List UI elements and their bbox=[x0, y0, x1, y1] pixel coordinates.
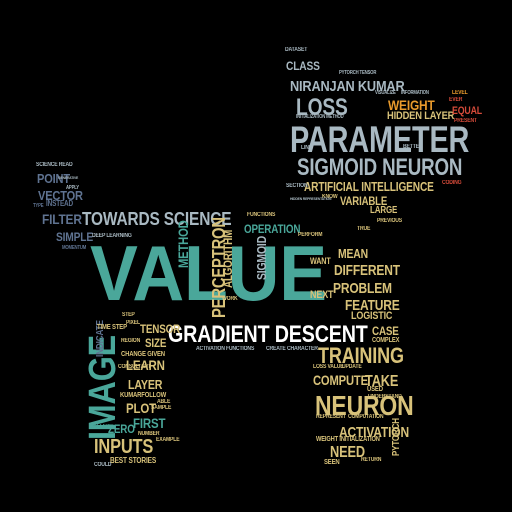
word-equal: EQUAL bbox=[452, 105, 483, 117]
word-niranjan-kumar: NIRANJAN KUMAR bbox=[290, 78, 405, 95]
word-loss: LOSS bbox=[296, 94, 348, 121]
word-type: TYPE bbox=[33, 203, 44, 209]
word-learn: LEARN bbox=[126, 357, 165, 373]
word-coding: CODING bbox=[442, 180, 462, 186]
word-first: FIRST bbox=[133, 415, 166, 431]
word-better: BETTER bbox=[403, 144, 423, 150]
word-step: STEP bbox=[122, 312, 135, 318]
word-hidden-representation: HIDDEN REPRESENTATION bbox=[290, 196, 332, 201]
word-deep-learning: DEEP LEARNING bbox=[92, 233, 132, 239]
word-section: SECTION bbox=[286, 183, 308, 189]
word-generative: GENERATIVE bbox=[58, 175, 79, 180]
word-apply: APPLY bbox=[66, 185, 79, 191]
word-next: NEXT bbox=[310, 289, 334, 301]
word-layer: LAYER bbox=[128, 377, 163, 392]
word-could: COULD bbox=[94, 462, 112, 468]
word-called: CALLED bbox=[90, 424, 110, 430]
word-consultant: CONSULTANT bbox=[118, 364, 151, 370]
word-pytorch: PYTORCH bbox=[391, 418, 402, 456]
word-present: PRESENT bbox=[454, 118, 477, 124]
word-time-step: TIME STEP bbox=[97, 324, 127, 331]
word-inputs: INPUTS bbox=[94, 436, 154, 458]
word-represent: REPRESENT bbox=[316, 414, 346, 420]
word-different: DIFFERENT bbox=[334, 262, 400, 279]
word-compute: COMPUTE bbox=[313, 372, 368, 388]
word-tensor: TENSOR bbox=[140, 322, 181, 336]
word-example: EXAMPLE bbox=[156, 437, 180, 443]
word-functions: FUNCTIONS bbox=[247, 212, 276, 218]
word-method: METHOD bbox=[175, 220, 191, 268]
word-plot: PLOT bbox=[126, 400, 156, 416]
word-change-given: CHANGE GIVEN bbox=[121, 351, 165, 358]
word-neuron: NEURON bbox=[315, 390, 414, 421]
word-sigmoid: SIGMOID bbox=[254, 236, 269, 280]
word-computation: COMPUTATION bbox=[348, 414, 384, 420]
word-true: TRUE bbox=[357, 226, 371, 232]
word-weight-initialization: WEIGHT INITIALIZATION bbox=[316, 436, 380, 443]
word-feature: FEATURE bbox=[345, 297, 400, 314]
word-artificial-intelligence: ARTIFICIAL INTELLIGENCE bbox=[304, 179, 434, 194]
word-take: TAKE bbox=[365, 373, 399, 390]
word-sample: SAMPLE bbox=[151, 405, 172, 411]
word-level: LEVEL bbox=[452, 90, 468, 96]
word-complex: COMPLEX bbox=[372, 337, 400, 344]
word-variable: VARIABLE bbox=[340, 194, 388, 208]
word-want: WANT bbox=[310, 256, 331, 266]
word-understand: UNDERSTAND bbox=[368, 394, 402, 400]
word-region: REGION bbox=[121, 338, 141, 344]
word-zero: ZERO bbox=[108, 422, 135, 436]
word-able: ABLE bbox=[157, 399, 171, 405]
word-point: POINT bbox=[37, 171, 70, 186]
word-simple: SIMPLE bbox=[56, 230, 93, 244]
word-training: TRAINING bbox=[318, 343, 404, 368]
word-case: CASE bbox=[372, 324, 399, 338]
word-need: NEED bbox=[330, 444, 365, 461]
word-gradient-descent: GRADIENT DESCENT bbox=[168, 321, 368, 348]
word-seen: SEEN bbox=[324, 459, 340, 466]
word-instead: INSTEAD bbox=[46, 199, 73, 208]
word-character: CHARACTER bbox=[287, 346, 318, 352]
word-best-stories: BEST STORIES bbox=[110, 456, 157, 465]
word-parameter: PARAMETER bbox=[290, 119, 470, 160]
word-visualize: VISUALIZE bbox=[375, 90, 396, 96]
word-kumarfollow: KUMARFOLLOW bbox=[120, 392, 167, 399]
word-create: CREATE bbox=[266, 346, 286, 352]
word-dataset: DATASET bbox=[285, 47, 308, 53]
word-sigmoid-neuron: SIGMOID NEURON bbox=[297, 154, 463, 181]
word-operation: OPERATION bbox=[244, 222, 301, 236]
word-pytorch-tensor: PYTORCH TENSOR bbox=[339, 70, 377, 76]
word-momentum: MOMENTUM bbox=[62, 245, 87, 251]
word-line: LINE bbox=[301, 145, 312, 151]
word-used: USED bbox=[367, 386, 383, 393]
word-logistic: LOGISTIC bbox=[351, 310, 393, 322]
word-ever: EVER bbox=[449, 97, 463, 103]
word-class: CLASS bbox=[286, 59, 320, 73]
word-update: UPDATE bbox=[342, 364, 362, 370]
word-large: LARGE bbox=[370, 205, 398, 216]
word-filter: FILTER bbox=[42, 211, 82, 227]
word-science-read: SCIENCE READ bbox=[36, 162, 73, 168]
word-return: RETURN bbox=[361, 457, 382, 463]
word-problem: PROBLEM bbox=[333, 280, 392, 297]
word-hidden-layer: HIDDEN LAYER bbox=[387, 110, 455, 122]
word-value: VALUE bbox=[90, 229, 327, 317]
word-perform: PERFORM bbox=[298, 232, 323, 238]
word-activation-functions: ACTIVATION FUNCTIONS bbox=[196, 346, 255, 352]
word-previous: PREVIOUS bbox=[377, 218, 403, 224]
word-work: WORK bbox=[222, 296, 238, 302]
word-mean: MEAN bbox=[338, 246, 368, 261]
word-loss-value: LOSS VALUE bbox=[313, 364, 344, 370]
word-algorithm: ALGORITHM bbox=[221, 229, 235, 288]
word-number: NUMBER bbox=[138, 431, 160, 437]
word-information: INFORMATION bbox=[401, 90, 429, 96]
word-know: KNOW bbox=[322, 194, 338, 200]
word-initialization-method: INITIALIZATION METHOD bbox=[296, 114, 344, 120]
word-activation: ACTIVATION bbox=[339, 424, 409, 441]
word-weight: WEIGHT bbox=[388, 97, 435, 113]
word-pixel: PIXEL bbox=[126, 320, 140, 326]
word-towards-science: TOWARDS SCIENCE bbox=[82, 209, 232, 229]
word-size: SIZE bbox=[145, 336, 167, 350]
word-vector: VECTOR bbox=[38, 188, 83, 203]
